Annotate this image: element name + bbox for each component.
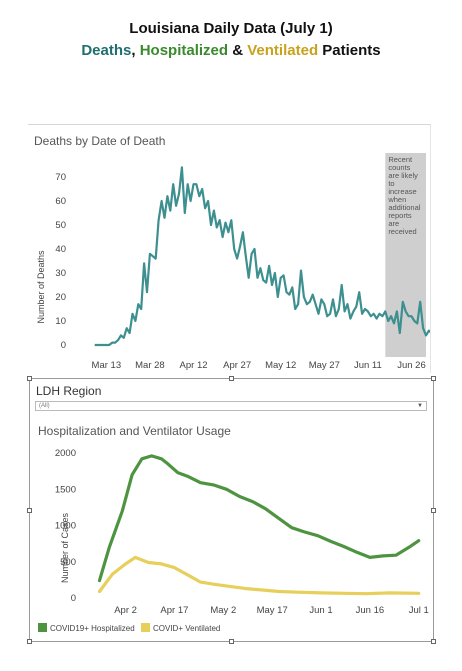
x-tick-label: Apr 27 [223,360,251,371]
deaths-chart-title: Deaths by Date of Death [34,134,165,148]
recent-counts-note: are [388,219,399,228]
legend-swatch [141,623,150,632]
y-tick-label: 50 [55,220,66,231]
legend-label: COVID19+ Hospitalized [50,624,135,633]
y-tick-label: 500 [60,557,76,568]
hospitalization-series [97,454,421,596]
resize-handle[interactable] [27,639,32,644]
y-tick-label: 1500 [55,484,76,495]
recent-counts-note: received [388,227,416,236]
y-tick-label: 10 [55,316,66,327]
recent-counts-note: reports [388,211,412,220]
deaths-y-axis: 0 10 20 30 40 50 60 70 [55,172,66,351]
x-tick-label: Apr 2 [114,605,137,616]
x-tick-label: Jun 1 [309,605,332,616]
y-tick-label: 20 [55,292,66,303]
resize-handle[interactable] [431,639,436,644]
resize-handle[interactable] [229,639,234,644]
deaths-y-axis-title: Number of Deaths [36,250,46,324]
hospitalization-chart-title: Hospitalization and Ventilator Usage [38,424,231,438]
deaths-chart-panel: Deaths by Date of Death Recent counts are … [28,124,439,373]
ventilated-line [97,555,421,596]
x-tick-label: Jun 11 [354,360,382,371]
y-tick-label: 40 [55,244,66,255]
y-tick-label: 30 [55,268,66,279]
x-tick-label: May 12 [265,360,296,371]
resize-handle[interactable] [229,376,234,381]
hospitalization-y-axis-title: Number of Cases [60,512,70,583]
y-tick-label: 70 [55,172,66,183]
x-tick-label: May 27 [309,360,340,371]
subtitle-separator: & [228,42,248,59]
x-tick-label: Apr 17 [160,605,188,616]
y-tick-label: 0 [61,340,66,351]
recent-counts-note: Recent [388,155,413,164]
x-tick-label: May 2 [210,605,236,616]
recent-counts-note: additional [388,203,420,212]
recent-counts-band-rect [385,153,426,357]
hospitalized-line [97,454,421,583]
subtitle-hospitalized: Hospitalized [139,42,229,59]
region-filter-select[interactable]: (All) ▼ [35,401,427,411]
recent-counts-note: counts [388,163,410,172]
header: Louisiana Daily Data (July 1) Deaths, Ho… [0,18,462,62]
subtitle-ventilated: Ventilated [247,42,319,59]
legend-label: COVID+ Ventilated [153,624,220,633]
deaths-x-axis: Mar 13 Mar 28 Apr 12 Apr 27 May 12 May 27 Jun … [92,360,426,371]
subtitle-separator: , [131,42,140,59]
recent-counts-note: increase [388,187,416,196]
y-tick-label: 60 [55,196,66,207]
region-filter-value: (All) [39,403,50,409]
resize-handle[interactable] [27,376,32,381]
y-tick-label: 1000 [55,521,76,532]
x-tick-label: Apr 12 [180,360,208,371]
x-tick-label: Jun 26 [397,360,426,371]
hospitalization-legend: COVID19+ Hospitalized COVID+ Ventilated [38,623,220,633]
x-tick-label: Mar 28 [135,360,165,371]
y-tick-label: 0 [71,593,76,604]
recent-counts-note: are likely [388,171,418,180]
resize-handle[interactable] [27,508,32,513]
y-tick-label: 2000 [55,448,76,459]
deaths-series [94,166,439,347]
region-filter-label: LDH Region [36,384,102,398]
page-subtitle: Deaths, Hospitalized & Ventilated Patien… [0,40,462,62]
resize-handle[interactable] [431,376,436,381]
page-title: Louisiana Daily Data (July 1) [129,20,333,37]
subtitle-patients: Patients [318,42,381,59]
hospitalization-panel: LDH Region (All) ▼ Hospitalization and V… [27,376,436,644]
deaths-line [94,166,439,347]
x-tick-label: May 17 [257,605,288,616]
hospitalization-y-axis: 0 500 1000 1500 2000 [55,448,76,604]
chevron-down-icon[interactable]: ▼ [417,403,423,409]
resize-handle[interactable] [431,508,436,513]
hospitalization-chart: Hospitalization and Ventilator Usage 0 50… [38,424,429,633]
recent-counts-note: when [387,195,406,204]
recent-counts-note: to [388,179,394,188]
hospitalization-x-axis: Apr 2 Apr 17 May 2 May 17 Jun 1 Jun 16 Jul 1 [114,605,429,616]
x-tick-label: Jul 1 [409,605,429,616]
x-tick-label: Mar 13 [92,360,122,371]
legend-swatch [38,623,47,632]
deaths-chart: Deaths by Date of Death Recentcountsare … [34,134,439,371]
subtitle-deaths: Deaths [81,42,132,59]
x-tick-label: Jun 16 [356,605,385,616]
